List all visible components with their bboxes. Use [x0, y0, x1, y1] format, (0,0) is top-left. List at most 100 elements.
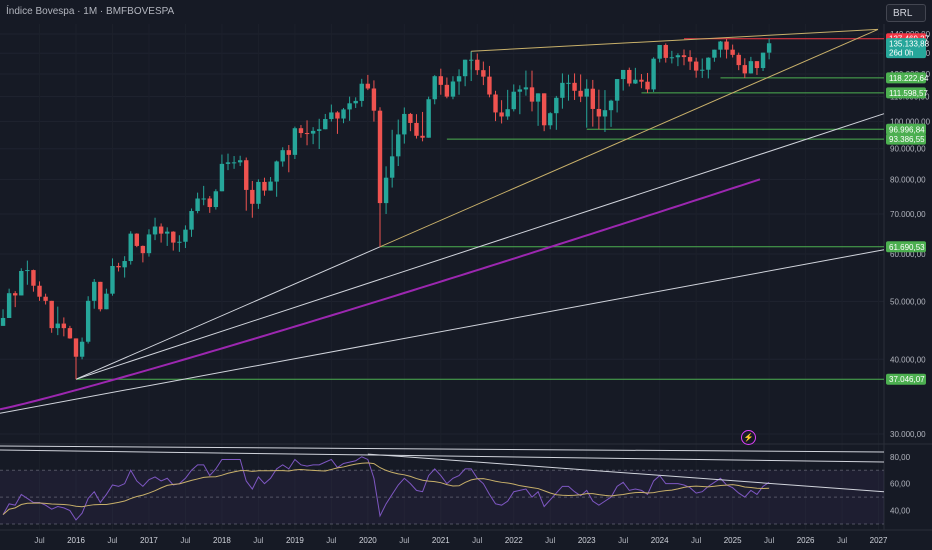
- candle-body: [67, 328, 73, 339]
- x-tick-label: 2019: [286, 536, 304, 545]
- candle-body: [396, 134, 401, 157]
- candle-body: [128, 233, 133, 262]
- price-label-text: 111.598,57: [889, 89, 928, 98]
- candle-body: [712, 49, 717, 58]
- y-tick-label: 90.000,00: [890, 145, 926, 154]
- candle-body: [31, 270, 36, 286]
- y-tick-label: 80.000,00: [890, 175, 926, 184]
- lightning-icon[interactable]: ⚡: [741, 430, 756, 445]
- x-tick-label: Jul: [691, 536, 701, 545]
- candle-body: [614, 79, 620, 101]
- candle-body: [505, 109, 510, 117]
- candle-body: [13, 293, 18, 296]
- candle-body: [456, 76, 462, 82]
- candle-body: [566, 82, 571, 84]
- candle-body: [730, 49, 735, 55]
- candle-body: [304, 133, 310, 135]
- candle-body: [152, 226, 158, 235]
- candle-body: [329, 112, 334, 120]
- candle-body: [572, 82, 577, 91]
- candle-body: [535, 93, 541, 102]
- candle-body: [280, 150, 285, 162]
- price-label-text: 118.222,64: [889, 74, 929, 83]
- candle-body: [19, 271, 24, 296]
- rsi-y-tick-label: 60,00: [890, 480, 911, 489]
- y-tick-label: 40.000,00: [890, 355, 926, 364]
- candle-body: [146, 234, 152, 254]
- candle-body: [85, 300, 91, 342]
- price-label-badge: [886, 38, 926, 59]
- wedge-line: [471, 28, 879, 52]
- candle-body: [73, 338, 79, 357]
- candle-body: [256, 181, 261, 204]
- candle-body: [298, 128, 304, 134]
- candle-body: [633, 79, 638, 84]
- candle-body: [165, 231, 170, 234]
- candle-body: [402, 113, 407, 135]
- price-label-badge: [886, 123, 926, 135]
- candle-body: [317, 129, 322, 131]
- candle-body: [237, 160, 243, 163]
- candle-body: [347, 103, 352, 110]
- x-tick-label: Jul: [399, 536, 409, 545]
- candle-body: [481, 70, 486, 77]
- candle-body: [286, 150, 291, 155]
- chart-title: Índice Bovespa · 1M · BMFBOVESPA: [6, 6, 175, 17]
- y-tick-label: 100.000,00: [890, 117, 931, 126]
- candle-body: [493, 94, 498, 113]
- candle-body: [475, 59, 480, 71]
- x-tick-label: Jul: [180, 536, 190, 545]
- x-tick-label: 2024: [651, 536, 669, 545]
- rsi-line: [2, 456, 770, 521]
- candle-body: [6, 293, 12, 318]
- candle-body: [189, 211, 194, 230]
- candle-body: [706, 57, 711, 70]
- candle-body: [98, 281, 103, 310]
- x-tick-label: Jul: [253, 536, 263, 545]
- candle-body: [365, 83, 371, 89]
- moving-average-line: [0, 178, 761, 411]
- x-tick-label: 2027: [870, 536, 888, 545]
- candle-body: [207, 198, 212, 208]
- candle-body: [602, 110, 608, 117]
- candle-body: [371, 88, 377, 111]
- rsi-trend-line: [367, 453, 885, 493]
- trend-line: [0, 249, 885, 414]
- x-tick-label: Jul: [34, 536, 44, 545]
- candle-body: [158, 226, 164, 234]
- candle-body: [438, 76, 443, 85]
- candle-body: [37, 285, 42, 297]
- candle-body: [511, 91, 516, 110]
- candle-body: [596, 108, 602, 117]
- x-tick-label: 2022: [505, 536, 523, 545]
- candle-body: [310, 130, 316, 134]
- candle-body: [748, 61, 754, 74]
- x-tick-label: Jul: [618, 536, 628, 545]
- candle-body: [116, 265, 121, 268]
- y-tick-label: 60.000,00: [890, 250, 926, 259]
- x-tick-label: Jul: [472, 536, 482, 545]
- candle-body: [49, 300, 54, 329]
- candle-body: [651, 58, 656, 90]
- candle-body: [420, 135, 425, 138]
- currency-button[interactable]: BRL: [886, 4, 926, 22]
- candle-body: [231, 162, 237, 164]
- x-tick-label: 2021: [432, 536, 450, 545]
- candle-body: [323, 119, 328, 130]
- price-label-text: 96.996,84: [889, 125, 925, 134]
- price-label-badge: [886, 373, 926, 385]
- candle-body: [335, 112, 340, 119]
- x-tick-label: Jul: [545, 536, 555, 545]
- candle-body: [766, 43, 772, 53]
- candle-body: [639, 79, 644, 82]
- candle-body: [444, 84, 450, 97]
- candle-body: [177, 241, 182, 243]
- candle-body: [43, 296, 48, 301]
- x-tick-label: 2026: [797, 536, 815, 545]
- candle-body: [621, 69, 626, 80]
- countdown-label: 26d 0h: [889, 49, 913, 58]
- candle-body: [122, 261, 127, 268]
- rsi-ma-line: [2, 462, 770, 515]
- candle-body: [736, 54, 741, 66]
